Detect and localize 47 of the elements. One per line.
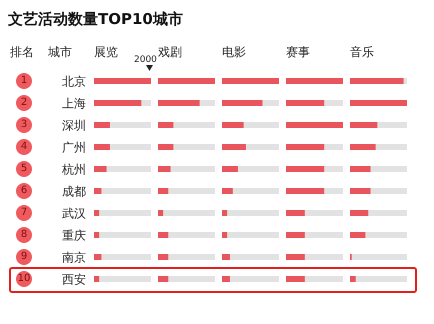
text: 5 xyxy=(16,161,32,177)
y-tick-label: 北京 xyxy=(62,74,86,88)
chart-title: 电影 xyxy=(222,44,246,61)
chart-title: 戏剧 xyxy=(158,44,182,61)
bar xyxy=(222,276,230,282)
text: 3 xyxy=(16,117,32,133)
y-tick-label: 成都 xyxy=(62,184,86,198)
y-tick-label: 上海 xyxy=(62,96,86,110)
bar xyxy=(94,188,102,194)
bar xyxy=(158,276,168,282)
text: 1 xyxy=(16,73,32,89)
bar xyxy=(222,232,228,238)
text: 4 xyxy=(16,139,32,155)
bar xyxy=(158,254,168,260)
bar xyxy=(158,188,168,194)
bar xyxy=(158,210,164,216)
chart-subtitle: 展览 xyxy=(94,44,118,61)
text: 排名 xyxy=(10,44,34,61)
y-tick-label: 广州 xyxy=(62,140,86,154)
text: 2000 xyxy=(134,55,157,65)
text: 10 xyxy=(16,271,32,287)
y-tick-label: 南京 xyxy=(62,250,86,264)
text: 9 xyxy=(16,249,32,265)
bar xyxy=(158,166,171,172)
bar xyxy=(94,166,107,172)
y-tick-label: 杭州 xyxy=(61,162,86,176)
y-axis-title: 城市 xyxy=(48,44,72,61)
text: 7 xyxy=(16,205,32,221)
y-tick-label: 深圳 xyxy=(62,118,86,132)
chart-title: 赛事 xyxy=(286,44,310,61)
bar xyxy=(158,232,168,238)
bar xyxy=(94,276,100,282)
y-tick-label: 武汉 xyxy=(62,206,86,220)
text: 6 xyxy=(16,183,32,199)
chart-title: 音乐 xyxy=(350,44,374,61)
bar xyxy=(222,188,233,194)
bar xyxy=(94,210,100,216)
bar xyxy=(350,276,356,282)
bar xyxy=(222,210,228,216)
y-tick-label: 重庆 xyxy=(62,228,86,242)
y-tick-label: 西安 xyxy=(62,272,86,286)
bar xyxy=(222,254,230,260)
text: 2 xyxy=(16,95,32,111)
bar xyxy=(94,232,100,238)
chart-title: 文艺活动数量TOP10城市 xyxy=(8,10,183,29)
bar xyxy=(94,254,102,260)
text: 8 xyxy=(16,227,32,243)
